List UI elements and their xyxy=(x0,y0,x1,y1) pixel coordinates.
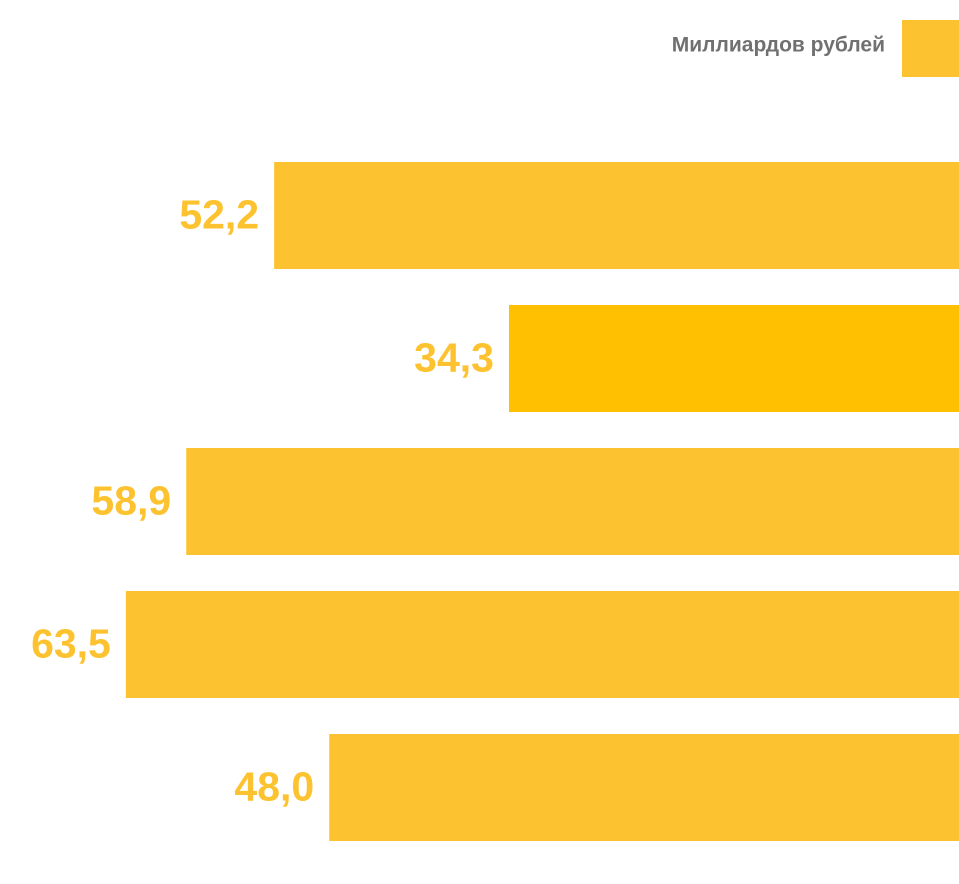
bar xyxy=(125,591,959,698)
value-label: 58,9 xyxy=(91,477,171,523)
value-label: 52,2 xyxy=(179,191,259,237)
bar xyxy=(329,734,959,841)
bar xyxy=(274,162,959,269)
bar xyxy=(508,305,959,412)
value-label: 63,5 xyxy=(31,620,111,666)
legend-swatch xyxy=(902,20,959,77)
legend-label: Миллиардов рублей xyxy=(672,34,885,57)
bar xyxy=(186,448,959,555)
value-label: 34,3 xyxy=(414,334,494,380)
value-label: 48,0 xyxy=(234,763,314,809)
